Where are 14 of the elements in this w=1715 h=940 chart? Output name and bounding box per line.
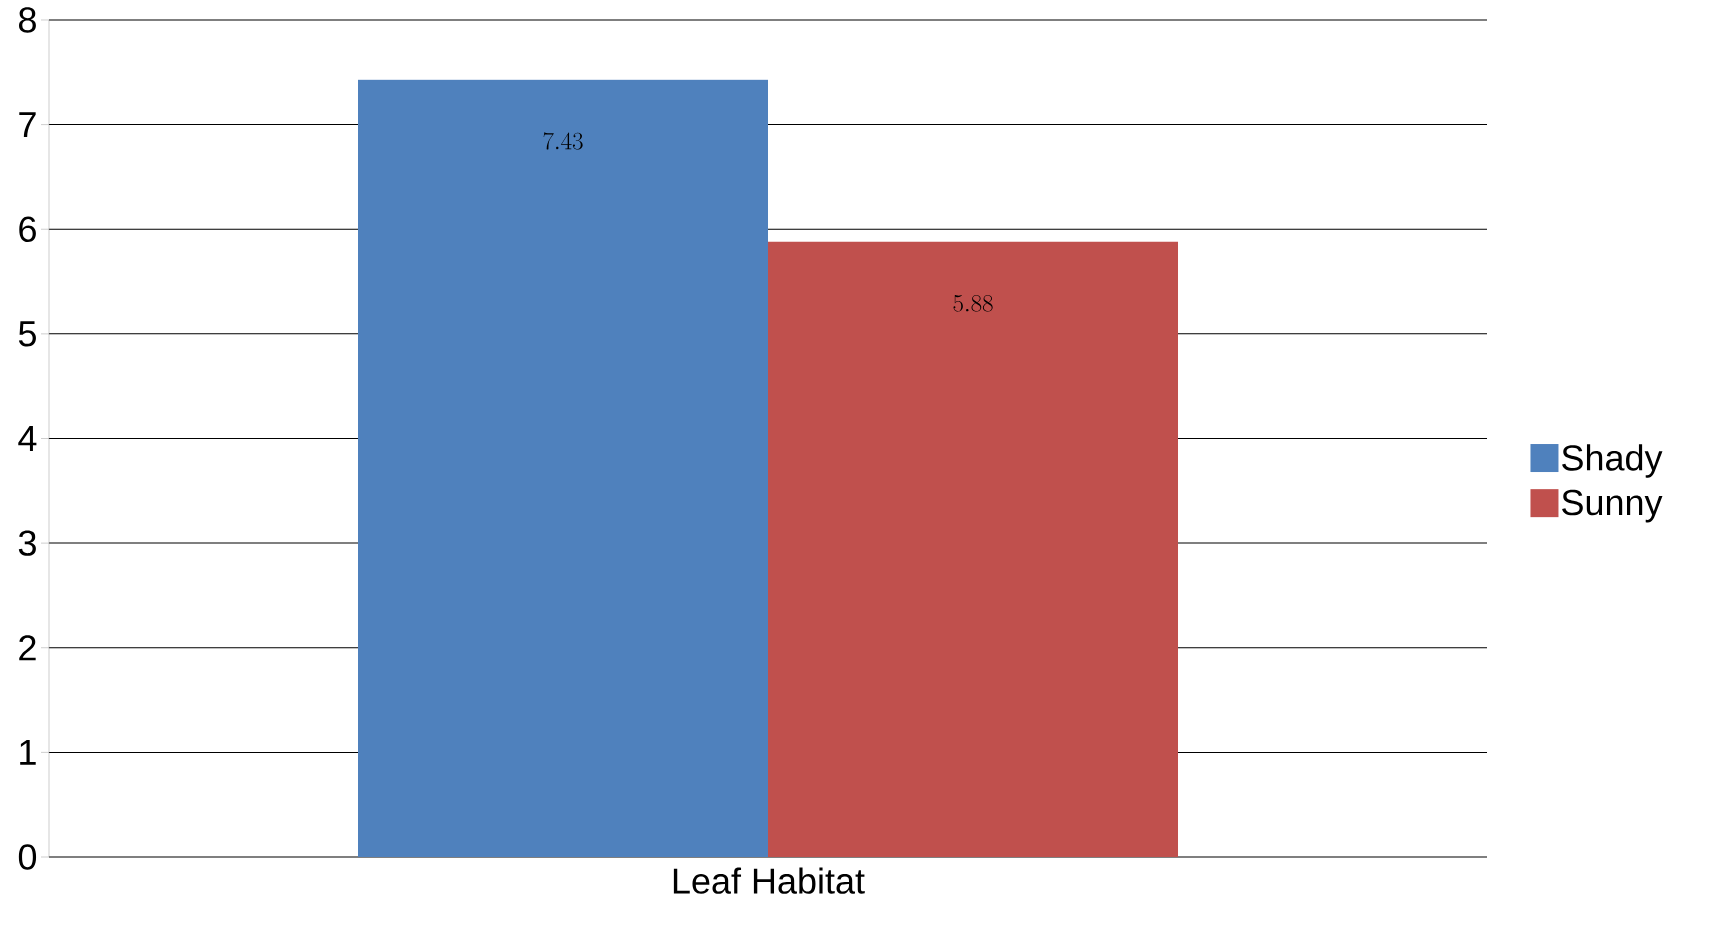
legend-label: Shady	[1562, 444, 1663, 478]
data-label: 7.43	[543, 132, 583, 150]
y-tick-label: 0	[18, 844, 37, 870]
y-tick-label: 5	[18, 321, 36, 347]
y-tick-label: 4	[18, 426, 37, 451]
y-tick-label: 6	[19, 216, 36, 242]
y-tick-label: 1	[20, 739, 36, 765]
data-label: 5.88	[953, 294, 993, 312]
y-tick-label: 2	[19, 635, 36, 661]
y-tick-label: 8	[19, 7, 36, 33]
y-tick-label: 7	[19, 112, 36, 137]
y-tick-label: 3	[18, 530, 36, 556]
legend-label: Sunny	[1562, 489, 1663, 523]
x-axis-title: Leaf Habitat	[673, 867, 865, 894]
